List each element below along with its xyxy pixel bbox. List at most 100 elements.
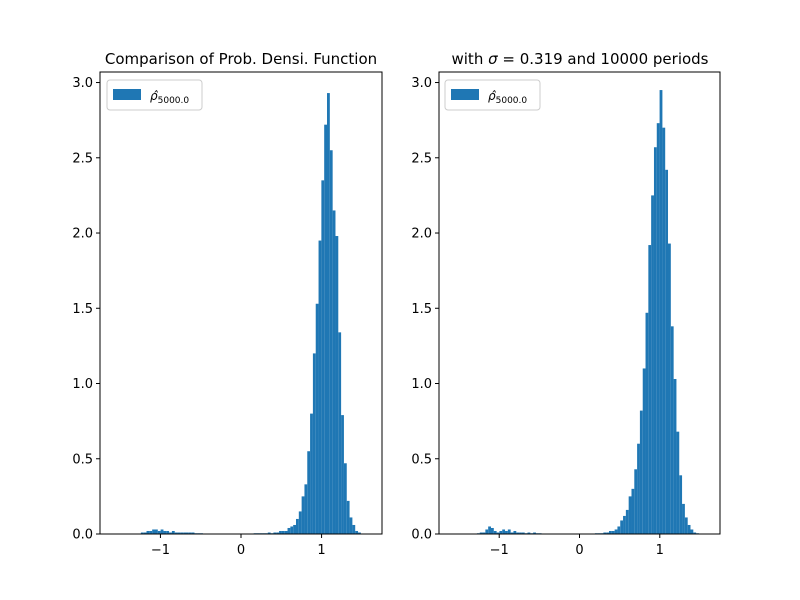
right-histogram-bar <box>614 529 618 534</box>
right-histogram-bar <box>620 520 624 534</box>
left-y-tick-label: 1.0 <box>72 377 93 392</box>
right-histogram-bar <box>490 527 494 534</box>
left-axes-frame <box>99 71 383 535</box>
left-histogram-bar <box>290 526 294 534</box>
left-histogram-bar <box>327 93 330 534</box>
right-histogram-bar <box>662 127 666 535</box>
left-histogram-bar <box>177 532 181 534</box>
left-histogram-bar <box>281 530 285 534</box>
left-histogram-bar <box>301 496 305 534</box>
right-title-rest: = 0.319 and 10000 periods <box>498 50 709 68</box>
right-histogram-bar <box>642 368 646 534</box>
left-histogram-bar <box>143 532 147 534</box>
left-y-tick-label: 1.5 <box>72 302 93 317</box>
left-histogram-bar <box>324 124 328 535</box>
right-histogram-bar <box>637 443 640 534</box>
left-x-tick-label: 0 <box>237 543 245 558</box>
right-title: with σ = 0.319 and 10000 periods <box>452 50 709 68</box>
right-y-tick-label: 2.5 <box>411 151 432 166</box>
left-histogram-bar <box>295 518 299 534</box>
right-histogram-bar <box>527 532 531 534</box>
left-y-tick-label: 2.5 <box>72 151 93 166</box>
left-histogram-bar <box>284 530 288 534</box>
right-histogram-bars <box>476 90 699 535</box>
right-histogram-bar <box>617 526 621 534</box>
right-histogram-bar <box>493 530 497 534</box>
left-histogram-bar <box>166 530 170 534</box>
right-histogram-bar <box>516 532 520 534</box>
right-histogram-bar <box>628 496 632 534</box>
left-y-tick-label: 0.0 <box>72 528 93 543</box>
right-y-tick-label: 0.0 <box>411 528 432 543</box>
left-histogram-bar <box>293 524 296 534</box>
left-histogram-bar <box>310 413 313 534</box>
left-histogram-bar <box>307 451 311 534</box>
right-histogram-bar <box>499 530 503 534</box>
right-histogram-bar <box>668 243 671 534</box>
right-histogram-bar <box>687 524 691 534</box>
right-y-axis: 0.0 0.5 1.0 1.5 2.0 2.5 3.0 <box>411 76 439 543</box>
right-legend-base: ρ̂ <box>488 89 497 103</box>
right-histogram-bar <box>521 532 525 534</box>
left-histogram-bar <box>315 303 319 534</box>
right-histogram-bar <box>623 515 626 534</box>
right-histogram-bar <box>648 245 652 534</box>
right-y-tick-label: 0.5 <box>411 452 432 467</box>
left-histogram-bar <box>188 532 192 534</box>
left-histogram-bar <box>279 530 282 534</box>
right-histogram-bar <box>611 530 615 534</box>
right-histogram-bar <box>625 509 629 534</box>
right-histogram-bar <box>606 532 609 534</box>
right-legend-sub: 5000.0 <box>496 96 528 106</box>
left-y-axis: 0.0 0.5 1.0 1.5 2.0 2.5 3.0 <box>72 76 100 543</box>
right-title-prefix: with <box>452 50 489 68</box>
left-histogram-bar <box>341 415 344 534</box>
left-legend-label: ρ̂5000.0 <box>150 89 189 106</box>
right-histogram-bar <box>676 431 680 534</box>
right-histogram-bar <box>665 169 669 534</box>
right-legend-box <box>444 79 541 111</box>
right-histogram-bar <box>684 517 688 534</box>
left-y-tick-label: 2.0 <box>72 227 93 242</box>
left-title: Comparison of Prob. Densi. Function <box>105 50 377 68</box>
right-histogram-bar <box>488 526 491 534</box>
right-x-tick-label: −1 <box>490 543 509 558</box>
right-histogram-bar <box>496 532 500 534</box>
left-histogram-bar <box>358 532 361 534</box>
right-histogram-bar <box>634 469 638 534</box>
left-x-tick-label: −1 <box>151 543 170 558</box>
left-histogram-bars <box>140 93 361 535</box>
right-histogram-bar <box>513 530 517 534</box>
right-histogram-bar <box>639 410 643 534</box>
right-x-axis: −1 0 1 <box>490 534 664 558</box>
right-legend: ρ̂5000.0 <box>444 79 541 111</box>
right-histogram-bar <box>482 532 486 534</box>
right-histogram-bar <box>673 379 677 534</box>
left-histogram-bar <box>191 532 195 534</box>
right-histogram-bar <box>656 123 660 535</box>
left-histogram-bar <box>149 530 153 534</box>
right-histogram-bar <box>631 488 635 534</box>
left-legend-box <box>106 79 203 111</box>
left-histogram-bar <box>157 530 161 534</box>
left-panel: Comparison of Prob. Densi. Function 0.0 0… <box>72 50 383 558</box>
left-histogram-bar <box>273 532 277 534</box>
left-y-tick-label: 0.5 <box>72 452 93 467</box>
left-legend-sub: 5000.0 <box>158 96 190 106</box>
left-histogram-bar <box>267 532 271 534</box>
left-histogram-bar <box>152 529 155 534</box>
left-x-axis: −1 0 1 <box>151 534 326 558</box>
right-histogram-bar <box>505 530 508 534</box>
right-histogram-bar <box>645 312 649 534</box>
right-histogram-bar <box>533 532 536 534</box>
left-histogram-bar <box>169 532 172 534</box>
left-histogram-bar <box>332 210 336 534</box>
right-histogram-bar <box>603 532 607 534</box>
left-histogram-bar <box>163 530 167 534</box>
left-histogram-bar <box>298 511 302 534</box>
left-histogram-bar <box>338 332 342 534</box>
right-x-tick-label: 0 <box>575 543 583 558</box>
left-histogram-bar <box>171 530 175 534</box>
right-panel: with σ = 0.319 and 10000 periods 0.0 0.5 1… <box>411 50 721 558</box>
left-legend-base: ρ̂ <box>150 89 159 103</box>
